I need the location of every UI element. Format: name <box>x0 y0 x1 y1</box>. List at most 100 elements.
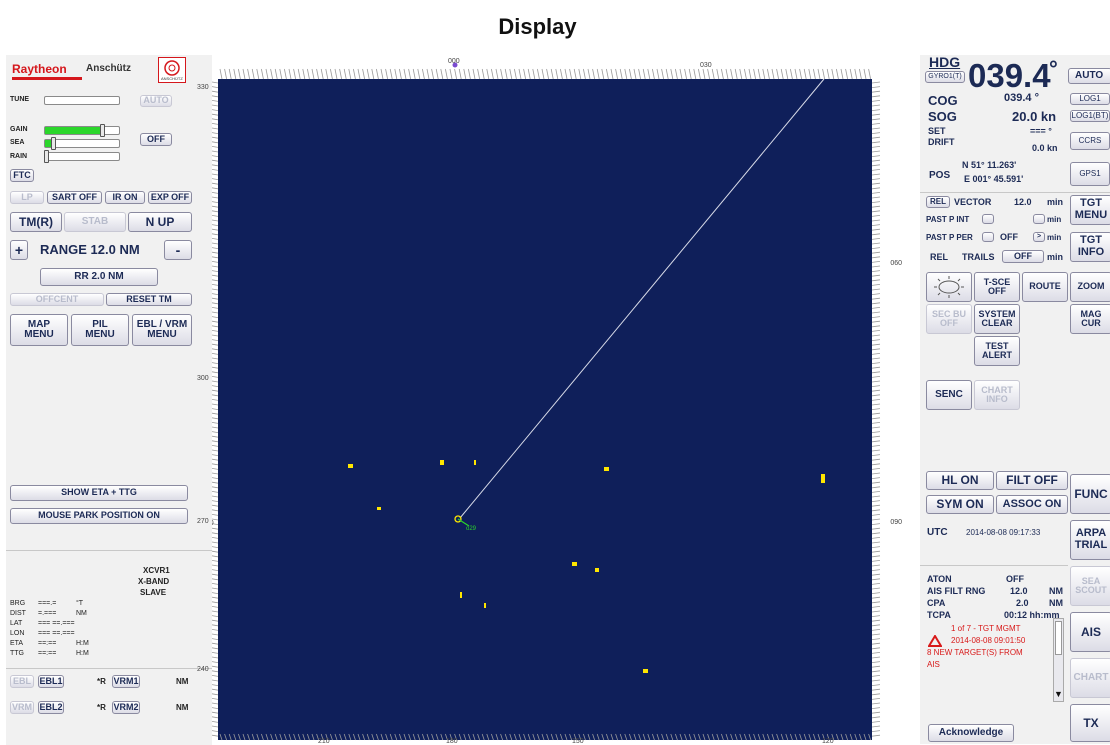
offcent-button[interactable]: OFFCENT <box>10 293 104 306</box>
rr-button[interactable]: RR 2.0 NM <box>40 268 158 286</box>
sec-bu-off-button[interactable]: SEC BU OFF <box>926 304 972 334</box>
range-plus-button[interactable]: + <box>10 240 28 260</box>
radar-target[interactable] <box>474 460 476 465</box>
func-button[interactable]: FUNC <box>1070 474 1110 514</box>
ftc-button[interactable]: FTC <box>10 169 34 182</box>
pil-menu-button[interactable]: PIL MENU <box>71 314 129 346</box>
test-alert-button[interactable]: TEST ALERT <box>974 336 1020 366</box>
north-up-button[interactable]: N UP <box>128 212 192 232</box>
range-minus-button[interactable]: - <box>164 240 192 260</box>
gain-slider[interactable] <box>44 124 120 137</box>
pos-lon: E 001° 45.591' <box>964 174 1024 184</box>
radar-target[interactable] <box>572 562 577 566</box>
radar-target[interactable] <box>604 467 609 471</box>
ebl-control-button[interactable]: EBL <box>10 675 34 688</box>
ebl2-button[interactable]: EBL2 <box>38 701 64 714</box>
scale-tick <box>871 81 881 84</box>
past-int-down-button[interactable] <box>982 214 994 224</box>
tx-button[interactable]: TX <box>1070 704 1110 742</box>
rain-off-button[interactable]: OFF <box>140 133 172 146</box>
gps1-button[interactable]: GPS1 <box>1070 162 1110 186</box>
vrm-control-button[interactable]: VRM <box>10 701 34 714</box>
scroll-down-icon[interactable]: ▼ <box>1054 689 1063 699</box>
lp-button[interactable]: LP <box>10 191 44 204</box>
brightness-button[interactable] <box>926 272 972 302</box>
rain-knob[interactable] <box>44 150 49 163</box>
tgt-info-button[interactable]: TGT INFO <box>1070 232 1110 262</box>
senc-button[interactable]: SENC <box>926 380 972 410</box>
radar-target[interactable] <box>484 603 486 608</box>
radar-target[interactable] <box>440 460 444 465</box>
mag-cur-button[interactable]: MAG CUR <box>1070 304 1110 334</box>
acknowledge-button[interactable]: Acknowledge <box>928 724 1014 742</box>
scale-label-030: 030 <box>700 62 712 69</box>
radar-target[interactable] <box>643 669 648 673</box>
ir-on-button[interactable]: IR ON <box>105 191 145 204</box>
radar-target[interactable] <box>348 464 353 468</box>
scale-tick <box>212 100 219 102</box>
page-title: Display <box>498 14 577 39</box>
scale-tick <box>871 192 881 194</box>
auto-heading-button[interactable]: AUTO <box>1068 68 1110 84</box>
rain-slider[interactable] <box>44 150 120 163</box>
radar-target[interactable] <box>821 474 825 483</box>
sart-off-button[interactable]: SART OFF <box>47 191 102 204</box>
scale-tick <box>871 491 881 493</box>
chart-button[interactable]: CHART <box>1070 658 1110 698</box>
radar-target[interactable] <box>377 507 381 510</box>
past-per-down-button[interactable] <box>982 232 994 242</box>
alert-scrollbar[interactable]: ▼ <box>1053 618 1064 702</box>
past-p-int-label: PAST P INT <box>926 215 970 224</box>
radar-target[interactable] <box>460 592 462 598</box>
vrm1-button[interactable]: VRM1 <box>112 675 140 688</box>
gain-knob[interactable] <box>99 124 105 137</box>
auto-tune-button[interactable]: AUTO <box>140 95 172 107</box>
sym-on-button[interactable]: SYM ON <box>926 495 994 514</box>
scale-tick <box>633 733 637 741</box>
scale-tick <box>871 366 881 369</box>
mouse-park-button[interactable]: MOUSE PARK POSITION ON <box>10 508 188 524</box>
log1-button[interactable]: LOG1 <box>1070 93 1110 105</box>
ais-button[interactable]: AIS <box>1070 612 1110 652</box>
hl-on-button[interactable]: HL ON <box>926 471 994 490</box>
vrm2-button[interactable]: VRM2 <box>112 701 140 714</box>
past-int-up-button[interactable] <box>1033 214 1045 224</box>
hdg-source-button[interactable]: GYRO1(T) <box>925 71 965 83</box>
scroll-thumb[interactable] <box>1055 621 1062 655</box>
assoc-on-button[interactable]: ASSOC ON <box>996 495 1068 514</box>
sea-slider[interactable] <box>44 137 120 150</box>
trails-toggle-button[interactable]: OFF <box>1002 250 1044 263</box>
ebl1-button[interactable]: EBL1 <box>38 675 64 688</box>
ebl-vrm-menu-button[interactable]: EBL / VRM MENU <box>132 314 192 346</box>
reset-tm-button[interactable]: RESET TM <box>106 293 192 306</box>
show-eta-ttg-button[interactable]: SHOW ETA + TTG <box>10 485 188 501</box>
radar-target[interactable] <box>595 568 599 572</box>
t-sce-off-button[interactable]: T-SCE OFF <box>974 272 1020 302</box>
route-button[interactable]: ROUTE <box>1022 272 1068 302</box>
system-clear-button[interactable]: SYSTEM CLEAR <box>974 304 1020 334</box>
scale-tick <box>343 733 347 741</box>
tune-slider[interactable] <box>44 96 120 105</box>
tgt-menu-button[interactable]: TGT MENU <box>1070 195 1110 225</box>
exp-off-button[interactable]: EXP OFF <box>148 191 192 204</box>
ccrs-button[interactable]: CCRS <box>1070 132 1110 150</box>
radar-screen[interactable] <box>218 79 872 740</box>
arpa-trial-button[interactable]: ARPA TRIAL <box>1070 520 1110 560</box>
cursor-unit: NM <box>76 610 87 617</box>
scale-tick <box>871 509 881 512</box>
scale-tick <box>702 733 706 741</box>
tm-button[interactable]: TM(R) <box>10 212 62 232</box>
stab-button[interactable]: STAB <box>64 212 126 232</box>
sea-scout-button[interactable]: SEA SCOUT <box>1070 566 1110 606</box>
rel-vector-button[interactable]: REL <box>926 196 950 208</box>
zoom-button[interactable]: ZOOM <box>1070 272 1110 302</box>
radar-display[interactable]: o29 000 030 330 300 270 240 060 090 210 … <box>212 55 902 744</box>
scale-tick <box>212 711 219 714</box>
sea-knob[interactable] <box>51 137 57 150</box>
log1bt-button[interactable]: LOG1(BT) <box>1070 110 1110 122</box>
scale-tick <box>871 261 881 263</box>
chart-info-button[interactable]: CHART INFO <box>974 380 1020 410</box>
map-menu-button[interactable]: MAP MENU <box>10 314 68 346</box>
filt-off-button[interactable]: FILT OFF <box>996 471 1068 490</box>
past-per-up-button[interactable]: > <box>1033 232 1045 242</box>
